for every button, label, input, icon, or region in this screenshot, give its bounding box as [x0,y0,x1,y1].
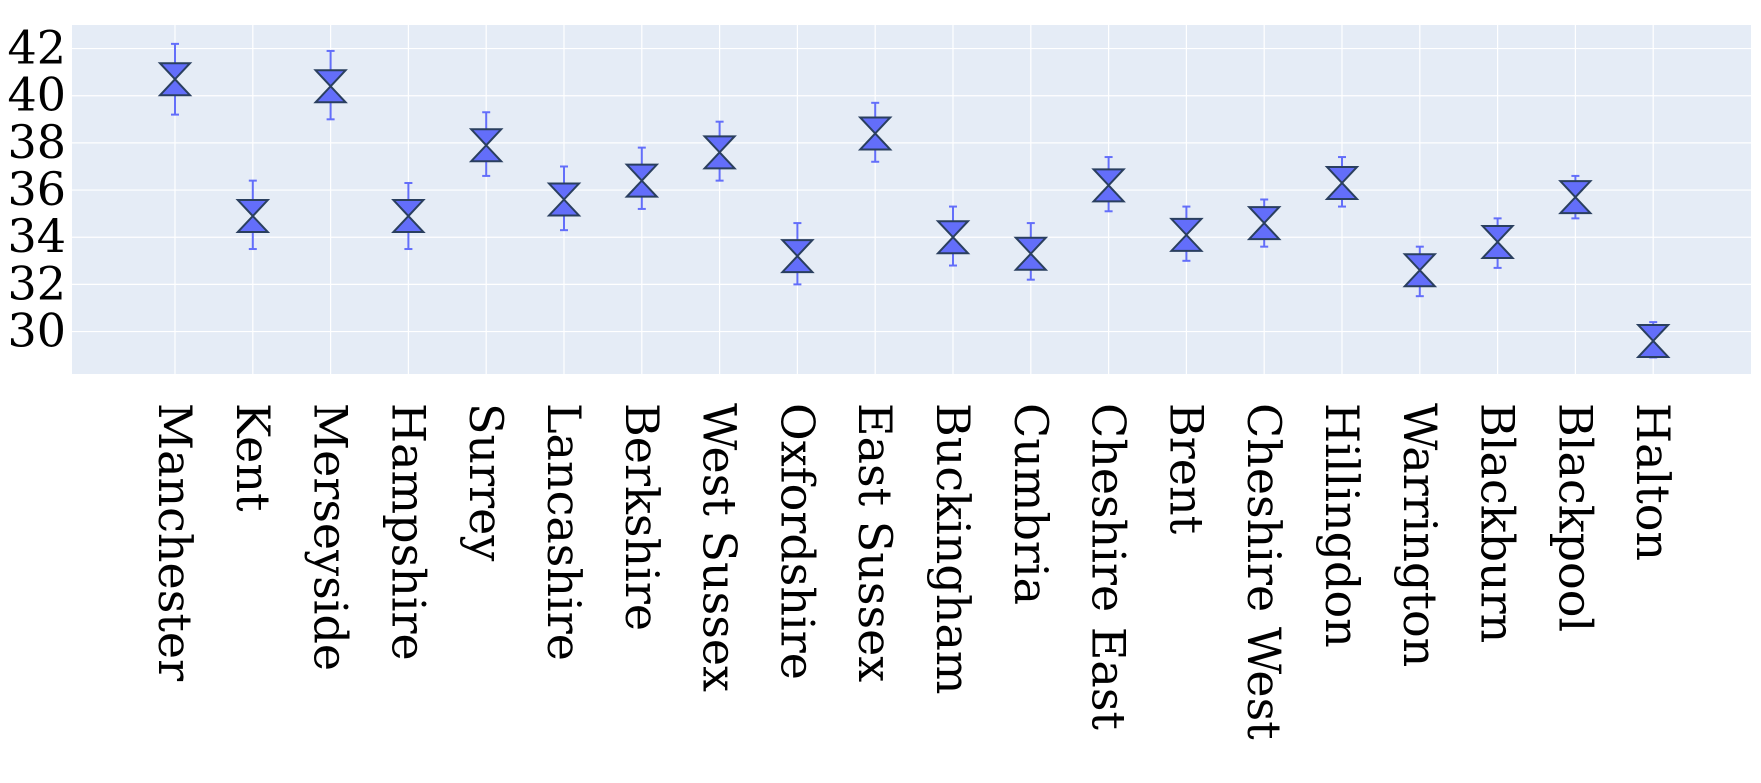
x-tick-label: West Sussex [693,403,747,692]
x-tick-label: Cheshire West [1237,403,1291,740]
y-tick-label: 30 [7,304,66,358]
hourglass-marker [546,182,582,217]
y-tick-label: 34 [7,209,66,263]
y-tick-label: 42 [7,21,66,75]
data-point [1013,222,1049,281]
x-tick-label: Merseyside [304,403,358,671]
data-point [935,205,971,267]
x-tick-label: Manchester [148,403,202,681]
y-tick-label: 40 [7,68,66,122]
data-point [1246,198,1282,248]
data-point [1558,174,1593,220]
x-tick-label: Hillingdon [1315,403,1369,648]
hourglass-marker [1324,165,1360,200]
hourglass-marker [157,62,193,97]
x-tick-label: Cumbria [1004,403,1058,605]
hourglass-marker [313,69,348,104]
x-tick-label: Blackburn [1471,403,1525,643]
x-tick-label: Kent [226,403,280,512]
hourglass-marker [857,116,893,151]
hourglass-marker [235,199,271,234]
data-point [1169,205,1204,262]
hourglass-marker [468,128,504,163]
x-tick-label: Surrey [459,403,513,561]
x-tick-label: Cheshire East [1082,403,1136,730]
hourglass-marker [780,239,815,274]
x-tick-label: Warrington [1393,403,1447,667]
x-tick-label: Brent [1159,403,1213,535]
x-tick-label: Buckingham [926,403,980,695]
hourglass-marker [624,163,660,198]
data-point [157,42,193,116]
data-point [391,181,426,251]
x-tick-label: Halton [1626,403,1680,561]
data-point [313,49,348,121]
plot-background [72,25,1751,374]
x-tick-label: Berkshire [615,403,669,631]
hourglass-marker [1480,224,1515,259]
y-tick-label: 36 [7,162,66,216]
y-gridlines [72,47,1751,333]
hourglass-marker [1169,217,1204,252]
hourglass-marker [391,199,426,234]
hourglass-marker [1246,206,1282,241]
data-point [1402,245,1438,298]
hourglass-marker [1558,180,1593,215]
hourglass-marker [702,135,737,170]
y-tick-label: 38 [7,115,66,169]
y-tick-label: 32 [7,256,66,310]
x-tick-labels: Manchester Kent Merseyside Hampshire Surrey L… [148,403,1680,740]
hourglass-marker [1013,236,1049,271]
x-tick-label: Blackpool [1548,403,1602,632]
data-marks [157,42,1671,359]
data-point [1324,156,1360,208]
data-point [1480,217,1515,269]
data-point [780,222,815,286]
data-point [857,101,893,163]
hourglass-marker [935,220,971,255]
x-tick-label: Lancashire [537,403,591,661]
hourglass-marker [1091,168,1126,203]
hourglass-marker [1402,253,1438,288]
hourglass-marker [1635,323,1671,358]
data-point [624,146,660,210]
x-tick-label: Hampshire [381,403,435,661]
x-tick-label: Oxfordshire [770,403,824,680]
data-point [702,120,737,182]
data-point [1635,321,1671,359]
data-point [1091,156,1126,213]
x-tick-label: East Sussex [848,403,902,682]
data-point [546,165,582,232]
data-point [235,179,271,251]
data-point [468,111,504,177]
